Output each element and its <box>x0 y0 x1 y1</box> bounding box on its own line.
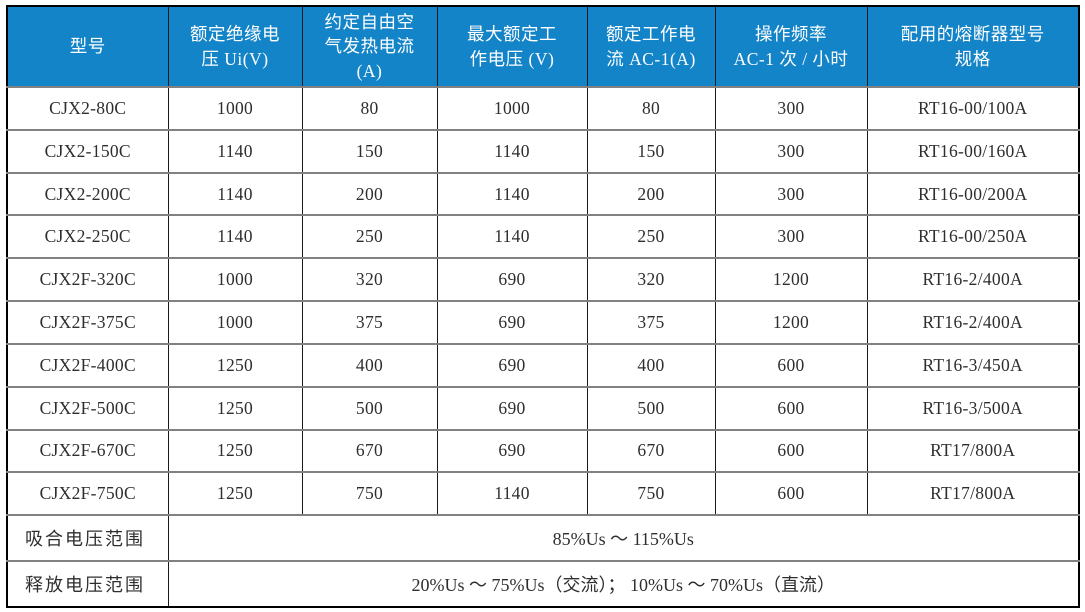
spec-value-cell: 1200 <box>714 300 868 345</box>
spec-value-cell: 1250 <box>167 428 303 474</box>
spec-value-cell: 600 <box>714 385 868 431</box>
model-cell: CJX2F-670C <box>6 428 169 474</box>
spec-value-cell: 300 <box>714 214 868 260</box>
table-row: CJX2F-375C 1000 375 690 375 1200 RT16-2/400A <box>6 300 1080 345</box>
table-row: CJX2F-670C 1250 670 690 670 600 RT17/800A <box>6 428 1080 474</box>
spec-value-cell: 1250 <box>167 385 303 431</box>
model-cell: CJX2F-500C <box>6 385 169 431</box>
model-cell: CJX2-250C <box>6 214 169 260</box>
table-row: CJX2F-750C 1250 750 1140 750 600 RT17/800A <box>6 471 1080 517</box>
column-header-0: 型号 <box>6 5 169 88</box>
spec-value-cell: 1140 <box>167 171 303 217</box>
footer-value-cell: 85%Us ～ 115%Us <box>167 514 1080 563</box>
spec-value-cell: 1200 <box>714 257 868 303</box>
spec-value-cell: 300 <box>714 86 868 131</box>
spec-value-cell: RT16-00/100A <box>866 86 1080 131</box>
spec-value-cell: 690 <box>436 385 588 431</box>
table-footer: 吸合电压范围 85%Us ～ 115%Us 释放电压范围 20%Us ～ 75%… <box>6 514 1080 608</box>
spec-value-cell: 1140 <box>436 128 588 174</box>
spec-value-cell: 1140 <box>436 471 588 517</box>
spec-value-cell: 150 <box>301 128 438 174</box>
spec-value-cell: 690 <box>436 342 588 388</box>
model-cell: CJX2F-320C <box>6 257 169 303</box>
model-cell: CJX2-200C <box>6 171 169 217</box>
spec-value-cell: RT17/800A <box>866 428 1080 474</box>
spec-value-cell: 400 <box>586 342 716 388</box>
model-cell: CJX2F-375C <box>6 300 169 345</box>
spec-value-cell: 1140 <box>167 128 303 174</box>
footer-value-cell: 20%Us ～ 75%Us（交流）； 10%Us ～ 70%Us（直流） <box>167 560 1080 608</box>
spec-value-cell: 320 <box>301 257 438 303</box>
spec-value-cell: 375 <box>586 300 716 345</box>
column-header-2: 约定自由空 气发热电流 (A) <box>301 5 438 88</box>
column-header-1: 额定绝缘电 压 Ui(V) <box>167 5 303 88</box>
spec-table: 型号 额定绝缘电 压 Ui(V) 约定自由空 气发热电流 (A) 最大额定工 作电压 … <box>6 5 1080 608</box>
spec-value-cell: 690 <box>436 428 588 474</box>
spec-value-cell: 670 <box>301 428 438 474</box>
column-header-6: 配用的熔断器型号 规格 <box>866 5 1080 88</box>
spec-value-cell: 600 <box>714 342 868 388</box>
footer-row-release-voltage: 释放电压范围 20%Us ～ 75%Us（交流）； 10%Us ～ 70%Us（… <box>6 560 1080 608</box>
table-body: CJX2-80C 1000 80 1000 80 300 RT16-00/100A CJX2-… <box>6 86 1080 517</box>
spec-value-cell: 500 <box>586 385 716 431</box>
spec-value-cell: 80 <box>301 86 438 131</box>
spec-value-cell: 690 <box>436 257 588 303</box>
spec-value-cell: 300 <box>714 128 868 174</box>
spec-value-cell: 200 <box>586 171 716 217</box>
footer-row-pickup-voltage: 吸合电压范围 85%Us ～ 115%Us <box>6 514 1080 563</box>
spec-value-cell: RT16-00/200A <box>866 171 1080 217</box>
table-row: CJX2F-320C 1000 320 690 320 1200 RT16-2/400A <box>6 257 1080 303</box>
table-row: CJX2F-400C 1250 400 690 400 600 RT16-3/450A <box>6 342 1080 388</box>
spec-value-cell: 690 <box>436 300 588 345</box>
table-row: CJX2F-500C 1250 500 690 500 600 RT16-3/500A <box>6 385 1080 431</box>
spec-value-cell: 200 <box>301 171 438 217</box>
spec-value-cell: 400 <box>301 342 438 388</box>
spec-value-cell: 250 <box>586 214 716 260</box>
spec-value-cell: 1250 <box>167 342 303 388</box>
spec-value-cell: 1140 <box>436 171 588 217</box>
model-cell: CJX2-150C <box>6 128 169 174</box>
model-cell: CJX2F-400C <box>6 342 169 388</box>
spec-value-cell: RT17/800A <box>866 471 1080 517</box>
table-row: CJX2-150C 1140 150 1140 150 300 RT16-00/160A <box>6 128 1080 174</box>
table-row: CJX2-250C 1140 250 1140 250 300 RT16-00/250A <box>6 214 1080 260</box>
column-header-4: 额定工作电 流 AC-1(A) <box>586 5 716 88</box>
spec-value-cell: 320 <box>586 257 716 303</box>
spec-value-cell: RT16-3/450A <box>866 342 1080 388</box>
spec-value-cell: 1000 <box>167 300 303 345</box>
spec-value-cell: 1140 <box>436 214 588 260</box>
footer-label-cell: 吸合电压范围 <box>6 514 169 563</box>
spec-value-cell: RT16-00/160A <box>866 128 1080 174</box>
spec-value-cell: 1140 <box>167 214 303 260</box>
table-row: CJX2-80C 1000 80 1000 80 300 RT16-00/100A <box>6 86 1080 131</box>
spec-value-cell: RT16-2/400A <box>866 300 1080 345</box>
spec-value-cell: 1000 <box>436 86 588 131</box>
spec-value-cell: 670 <box>586 428 716 474</box>
spec-value-cell: 250 <box>301 214 438 260</box>
spec-value-cell: RT16-3/500A <box>866 385 1080 431</box>
spec-value-cell: 375 <box>301 300 438 345</box>
column-header-3: 最大额定工 作电压 (V) <box>436 5 588 88</box>
table-header: 型号 额定绝缘电 压 Ui(V) 约定自由空 气发热电流 (A) 最大额定工 作电压 … <box>6 5 1080 88</box>
spec-value-cell: 750 <box>301 471 438 517</box>
spec-value-cell: 150 <box>586 128 716 174</box>
model-cell: CJX2-80C <box>6 86 169 131</box>
spec-value-cell: 1250 <box>167 471 303 517</box>
model-cell: CJX2F-750C <box>6 471 169 517</box>
spec-value-cell: 750 <box>586 471 716 517</box>
spec-value-cell: 1000 <box>167 86 303 131</box>
spec-value-cell: 600 <box>714 471 868 517</box>
spec-value-cell: RT16-2/400A <box>866 257 1080 303</box>
spec-value-cell: 300 <box>714 171 868 217</box>
header-row: 型号 额定绝缘电 压 Ui(V) 约定自由空 气发热电流 (A) 最大额定工 作电压 … <box>6 5 1080 88</box>
column-header-5: 操作频率 AC-1 次 / 小时 <box>714 5 868 88</box>
table-row: CJX2-200C 1140 200 1140 200 300 RT16-00/200A <box>6 171 1080 217</box>
spec-value-cell: 600 <box>714 428 868 474</box>
spec-value-cell: 1000 <box>167 257 303 303</box>
spec-value-cell: 80 <box>586 86 716 131</box>
spec-value-cell: RT16-00/250A <box>866 214 1080 260</box>
spec-value-cell: 500 <box>301 385 438 431</box>
footer-label-cell: 释放电压范围 <box>6 560 169 608</box>
